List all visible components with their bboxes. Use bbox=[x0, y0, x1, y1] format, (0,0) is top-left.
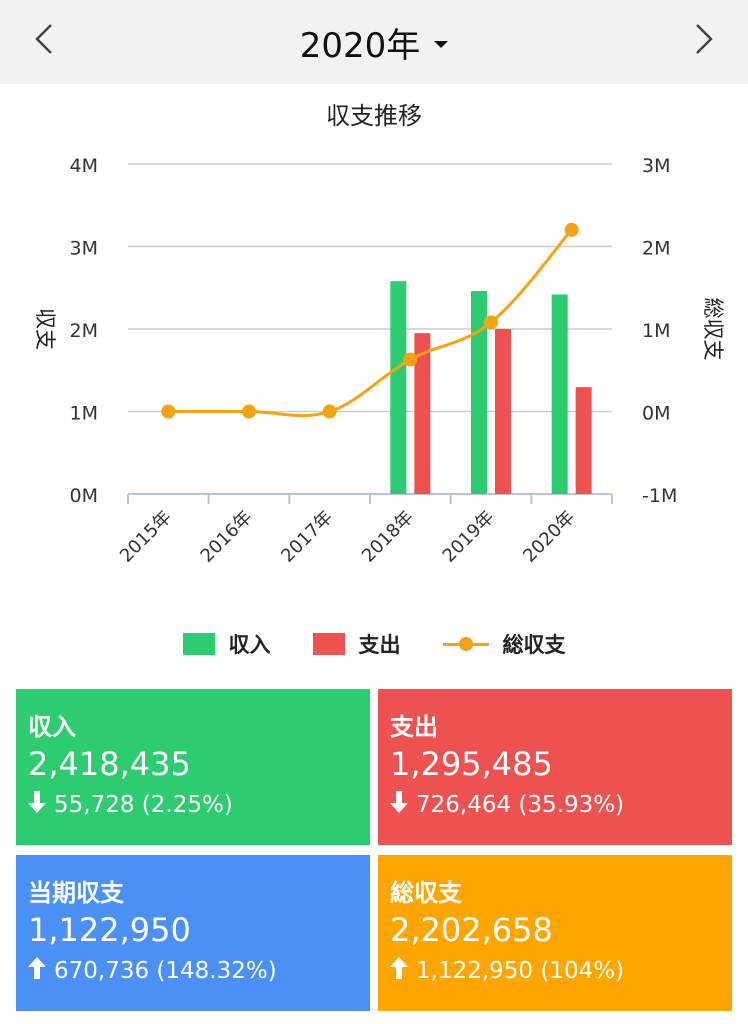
legend-income-label: 収入 bbox=[228, 633, 271, 657]
chevron-right-icon bbox=[693, 19, 715, 65]
total-balance-point bbox=[564, 222, 579, 237]
period-balance-card[interactable]: 当期収支 1,122,950 670,736 (148.32%) bbox=[16, 855, 370, 1011]
chevron-left-icon bbox=[33, 19, 55, 65]
y2-tick-label: 1M bbox=[642, 320, 670, 342]
period-card-title: 当期収支 bbox=[28, 879, 124, 907]
total-card-delta: 1,122,950 (104%) bbox=[390, 957, 720, 985]
year-label: 2020年 bbox=[299, 25, 421, 66]
y-tick-label: 2M bbox=[70, 320, 98, 342]
legend-total-label: 総収支 bbox=[502, 633, 566, 657]
income-delta-text: 55,728 (2.25%) bbox=[54, 792, 233, 818]
income-expense-chart: 収支推移 0M -1M 1M 0M 2M 1M 3M 2M 4M 3M 収支 総収支 2015年 2016年… bbox=[0, 84, 748, 684]
expense-card[interactable]: 支出 1,295,485 726,464 (35.93%) bbox=[378, 689, 732, 845]
arrow-up-icon bbox=[28, 957, 46, 985]
total-card-value: 2,202,658 bbox=[390, 911, 553, 949]
next-year-button[interactable] bbox=[680, 18, 728, 66]
y2-tick-label: 0M bbox=[642, 403, 670, 425]
expense-bar bbox=[495, 329, 511, 494]
y-tick-label: 1M bbox=[70, 403, 98, 425]
y-tick-label: 3M bbox=[70, 238, 98, 260]
expense-bar bbox=[414, 333, 431, 494]
expense-delta-text: 726,464 (35.93%) bbox=[416, 792, 625, 818]
y2-tick-label: 3M bbox=[642, 155, 670, 177]
period-card-delta: 670,736 (148.32%) bbox=[28, 957, 358, 985]
expense-card-delta: 726,464 (35.93%) bbox=[390, 791, 720, 819]
year-header: 2020年 bbox=[0, 0, 748, 84]
chart-title: 収支推移 bbox=[326, 102, 422, 130]
y2-tick-label: 2M bbox=[642, 238, 670, 260]
y-tick-label: 4M bbox=[70, 155, 98, 177]
chart-svg: 収支推移 0M -1M 1M 0M 2M 1M 3M 2M 4M 3M 収支 総収支 2015年 2016年… bbox=[33, 102, 725, 567]
expense-bar bbox=[575, 387, 592, 494]
total-balance-point bbox=[242, 404, 256, 419]
total-balance-point bbox=[403, 352, 418, 367]
total-balance-point bbox=[161, 404, 176, 419]
total-balance-card[interactable]: 総収支 2,202,658 1,122,950 (104%) bbox=[378, 855, 732, 1011]
prev-year-button[interactable] bbox=[20, 18, 68, 66]
x-tick-label: 2016年 bbox=[197, 507, 257, 567]
x-tick-label: 2019年 bbox=[439, 507, 499, 567]
period-delta-text: 670,736 (148.32%) bbox=[54, 958, 277, 984]
arrow-up-icon bbox=[390, 957, 408, 985]
legend-expense-label: 支出 bbox=[358, 633, 401, 657]
income-card-title: 収入 bbox=[28, 713, 76, 741]
total-delta-text: 1,122,950 (104%) bbox=[416, 958, 625, 984]
x-tick-label: 2017年 bbox=[277, 507, 337, 567]
total-balance-point bbox=[322, 404, 337, 419]
caret-down-icon bbox=[434, 40, 449, 48]
arrow-down-icon bbox=[28, 791, 46, 819]
y-axis-label: 収支 bbox=[33, 308, 57, 350]
x-tick-label: 2015年 bbox=[116, 507, 176, 567]
arrow-down-icon bbox=[390, 791, 408, 819]
y2-axis-label: 総収支 bbox=[701, 298, 725, 361]
x-tick-label: 2018年 bbox=[358, 507, 418, 567]
income-card[interactable]: 収入 2,418,435 55,728 (2.25%) bbox=[16, 689, 370, 845]
income-card-value: 2,418,435 bbox=[28, 745, 191, 783]
x-tick-label: 2020年 bbox=[519, 507, 579, 567]
year-select[interactable]: 2020年 bbox=[300, 18, 449, 67]
period-card-value: 1,122,950 bbox=[28, 911, 191, 949]
y2-tick-label: -1M bbox=[642, 485, 677, 507]
income-bar bbox=[390, 281, 407, 494]
expense-swatch bbox=[312, 633, 345, 655]
legend-item-total[interactable]: 総収支 bbox=[442, 629, 566, 659]
income-swatch bbox=[182, 633, 215, 655]
expense-card-value: 1,295,485 bbox=[390, 745, 553, 783]
line-marker-icon bbox=[442, 633, 489, 655]
income-card-delta: 55,728 (2.25%) bbox=[28, 791, 358, 819]
total-balance-line bbox=[168, 228, 573, 418]
income-bar bbox=[551, 294, 568, 494]
total-balance-point bbox=[484, 315, 498, 330]
legend-item-income[interactable]: 収入 bbox=[182, 629, 271, 659]
income-bar bbox=[471, 291, 487, 494]
chart-legend: 収入 支出 総収支 bbox=[0, 622, 748, 666]
summary-cards: 収入 2,418,435 55,728 (2.25%) 支出 1,295,485… bbox=[16, 689, 732, 1013]
expense-card-title: 支出 bbox=[390, 713, 438, 741]
y-tick-label: 0M bbox=[70, 485, 98, 507]
total-card-title: 総収支 bbox=[390, 879, 462, 907]
legend-item-expense[interactable]: 支出 bbox=[312, 629, 401, 659]
